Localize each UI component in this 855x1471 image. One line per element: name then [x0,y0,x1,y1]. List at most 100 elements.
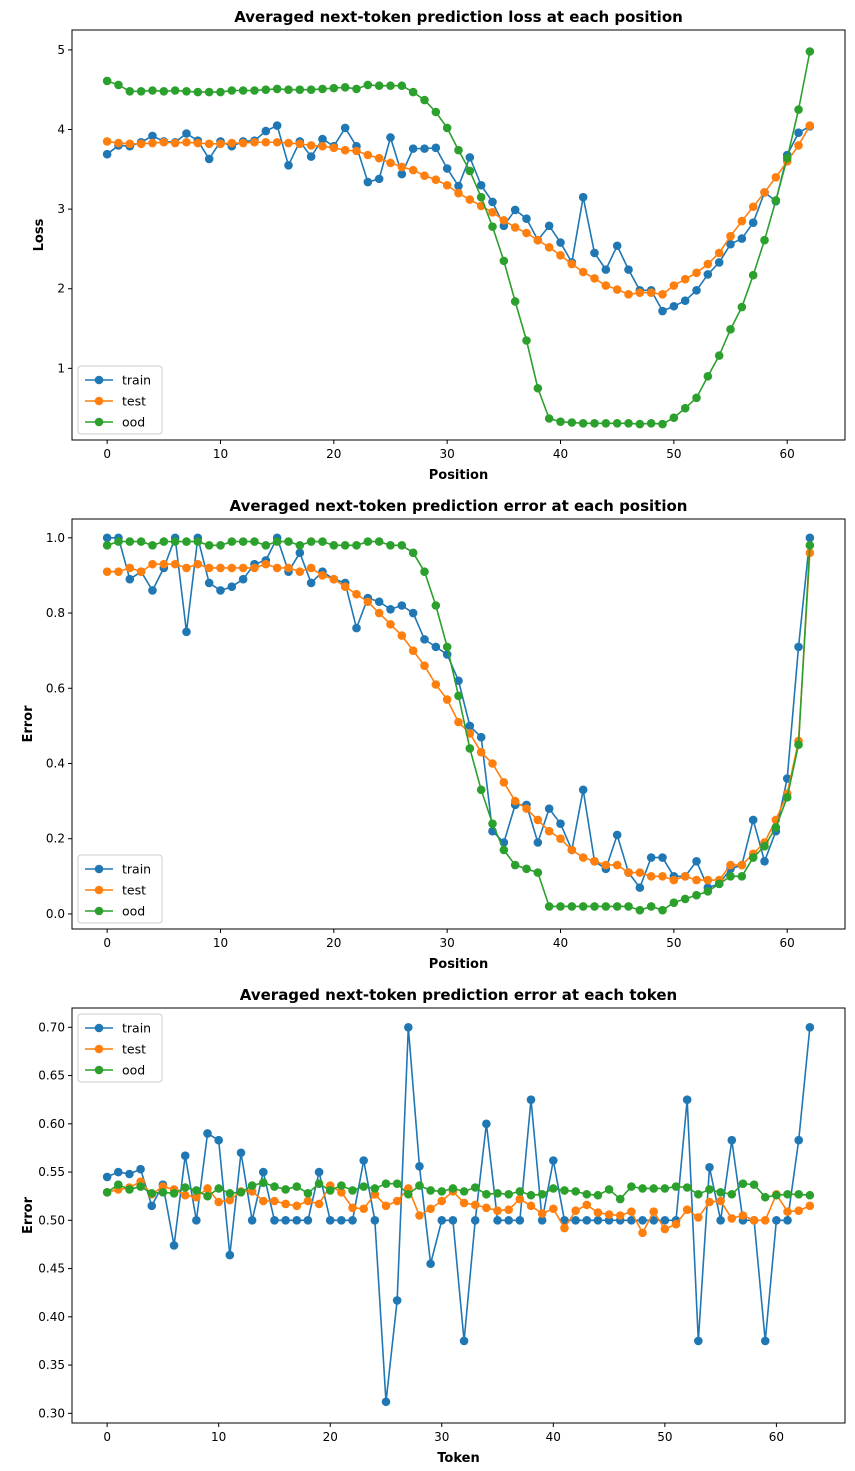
data-point-ood [567,418,577,427]
data-point-ood [261,541,271,550]
data-point-ood [590,902,599,911]
legend-label-ood: ood [122,904,145,919]
data-point-train [397,601,407,610]
data-point-ood [102,76,112,86]
data-point-ood [404,1189,413,1199]
data-point-ood [192,1186,201,1195]
data-point-ood [295,541,305,550]
legend-marker-ood [94,417,104,427]
data-point-train [465,721,475,731]
data-point-ood [408,87,418,97]
data-point-train [325,1216,335,1225]
data-point-train [431,143,441,153]
x-tick-label: 0 [103,936,111,950]
data-point-test [159,137,169,147]
data-point-ood [760,841,769,851]
data-point-ood [125,537,135,546]
data-point-train [113,1167,123,1177]
data-point-train [180,1151,190,1160]
data-point-test [646,288,656,298]
data-point-ood [671,1182,681,1191]
data-point-train [352,623,361,633]
data-point-ood [635,905,645,915]
data-point-test [314,1199,324,1209]
data-point-test [669,875,679,885]
data-point-ood [352,541,361,550]
data-point-ood [465,166,475,176]
data-point-ood [499,845,509,855]
data-point-ood [638,1184,647,1193]
data-point-test [114,138,123,148]
data-point-test [397,162,407,172]
data-point-test [510,796,520,806]
axes-frame [71,1007,846,1424]
data-point-test [760,188,769,197]
data-point-test [522,228,531,238]
data-point-ood [303,1189,313,1198]
data-point-test [470,1200,480,1210]
data-point-test [726,860,735,870]
data-point-test [726,231,735,241]
data-point-train [204,578,214,588]
data-point-ood [227,86,237,95]
data-point-train [549,1156,558,1165]
data-point-ood [426,1186,435,1195]
data-point-train [337,1216,346,1225]
data-point-test [306,141,316,150]
data-point-test [272,137,282,147]
data-point-ood [772,1190,781,1200]
data-point-test [303,1196,313,1206]
axes-frame [71,29,846,441]
data-point-ood [203,1191,212,1201]
data-point-test [454,717,463,727]
data-point-ood [348,1186,357,1195]
data-point-test [571,1206,580,1215]
data-point-ood [703,372,713,381]
data-point-ood [250,537,259,546]
data-point-train [306,152,316,161]
data-point-train [182,129,191,138]
data-point-test [624,290,633,299]
data-point-test [318,141,327,151]
data-point-ood [612,418,622,428]
data-point-train [692,856,701,866]
data-point-train [794,642,803,652]
data-point-test [148,559,157,569]
data-point-ood [805,1190,815,1200]
data-point-test [193,559,203,569]
data-point-ood [476,192,486,202]
data-point-train [635,883,645,892]
data-point-train [306,578,316,588]
data-point-ood [515,1187,525,1196]
data-point-ood [669,898,679,907]
y-tick-label: 0.65 [38,1069,65,1083]
data-point-ood [314,1179,324,1188]
data-point-ood [136,1182,145,1191]
data-point-test [544,243,554,252]
legend-label-test: test [122,1042,146,1057]
data-point-train [303,1216,313,1225]
data-point-ood [182,537,191,546]
series-ood [102,537,815,915]
data-point-ood [250,86,259,95]
data-point-train [415,1161,424,1171]
data-point-train [504,1216,513,1225]
data-point-test [392,1196,402,1206]
data-point-test [337,1188,346,1197]
data-point-train [627,1216,636,1225]
data-point-train [348,1216,357,1225]
data-point-train [694,1336,703,1346]
data-point-train [314,1167,324,1177]
data-point-train [426,1259,435,1269]
data-point-test [794,1206,804,1215]
data-point-test [590,274,599,283]
data-point-train [805,1023,815,1032]
data-point-train [102,149,112,159]
axes-frame [71,518,846,930]
data-point-test [549,1204,558,1214]
data-point-train [748,815,758,825]
x-tick-label: 30 [434,1430,449,1444]
data-point-ood [482,1189,491,1199]
data-point-train [359,1156,368,1165]
data-point-test [638,1228,647,1238]
